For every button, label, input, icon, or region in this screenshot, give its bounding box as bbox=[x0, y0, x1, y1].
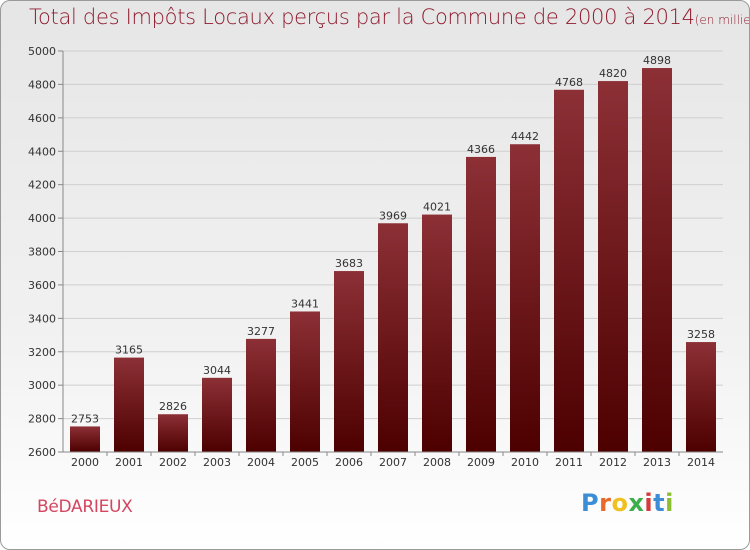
x-tick-label: 2014 bbox=[687, 456, 715, 469]
bar-2001 bbox=[114, 357, 144, 452]
x-tick-label: 2000 bbox=[71, 456, 99, 469]
chart-title-text: Total des Impôts Locaux perçus par la Co… bbox=[29, 5, 695, 29]
bar-2003 bbox=[202, 377, 232, 452]
commune-name: BéDARIEUX bbox=[37, 497, 133, 517]
x-tick-label: 2007 bbox=[379, 456, 407, 469]
bar-value-label: 3969 bbox=[379, 209, 407, 222]
logo-letter: t bbox=[653, 489, 666, 517]
bar-value-label: 4768 bbox=[555, 76, 583, 89]
bar-2000 bbox=[70, 426, 100, 452]
chart-title: Total des Impôts Locaux perçus par la Co… bbox=[29, 5, 750, 29]
bar-value-label: 4820 bbox=[599, 67, 627, 80]
x-tick-label: 2013 bbox=[643, 456, 671, 469]
y-tick-label: 2600 bbox=[28, 446, 56, 459]
proxiti-logo: Proxiti bbox=[581, 489, 674, 517]
bar-2009 bbox=[466, 156, 496, 452]
y-tick-label: 3400 bbox=[28, 312, 56, 325]
x-tick-label: 2012 bbox=[599, 456, 627, 469]
bar-value-label: 3441 bbox=[291, 297, 319, 310]
y-tick-label: 4000 bbox=[28, 212, 56, 225]
bar-value-label: 2753 bbox=[71, 412, 99, 425]
y-axis-ticks: 2600 2800 3000 3200 3400 3600 3800 4000 4200 4400… bbox=[28, 45, 63, 459]
bar-value-label: 3683 bbox=[335, 257, 363, 270]
x-tick-label: 2010 bbox=[511, 456, 539, 469]
bar-2007 bbox=[378, 223, 408, 452]
bar-2008 bbox=[422, 214, 452, 452]
x-tick-label: 2003 bbox=[203, 456, 231, 469]
logo-letter: o bbox=[611, 489, 629, 517]
bar-2012 bbox=[598, 81, 628, 452]
bar-2011 bbox=[554, 89, 584, 452]
bar-2005 bbox=[290, 311, 320, 452]
logo-letter: P bbox=[581, 489, 600, 517]
bar-2002 bbox=[158, 414, 188, 452]
x-axis-ticks: 2000 2001 2002 2003 2004 2005 2006 2007 2008 2009… bbox=[71, 452, 715, 469]
bar-2014 bbox=[686, 342, 716, 452]
bar-value-label: 4898 bbox=[643, 54, 671, 67]
logo-letter: r bbox=[599, 489, 612, 517]
bar-2004 bbox=[246, 338, 276, 452]
y-tick-label: 3800 bbox=[28, 246, 56, 259]
bar-value-label: 4442 bbox=[511, 130, 539, 143]
y-tick-label: 3600 bbox=[28, 279, 56, 292]
x-tick-label: 2011 bbox=[555, 456, 583, 469]
logo-letter: i bbox=[644, 489, 654, 517]
axes bbox=[62, 51, 723, 453]
y-tick-label: 3200 bbox=[28, 346, 56, 359]
y-tick-label: 4800 bbox=[28, 78, 56, 91]
y-tick-label: 4400 bbox=[28, 145, 56, 158]
bar-2013 bbox=[642, 68, 672, 452]
bar-2006 bbox=[334, 271, 364, 452]
bar-2010 bbox=[510, 144, 540, 453]
logo-letter: x bbox=[628, 489, 645, 517]
bar-value-label: 3165 bbox=[115, 344, 143, 357]
y-tick-label: 5000 bbox=[28, 45, 56, 58]
y-tick-label: 4600 bbox=[28, 112, 56, 125]
bar-value-label: 3277 bbox=[247, 325, 275, 338]
logo-letter: i bbox=[665, 489, 674, 517]
bar-value-label: 4366 bbox=[467, 143, 495, 156]
bar-value-label: 3044 bbox=[203, 364, 231, 377]
bar-value-label: 4021 bbox=[423, 201, 451, 214]
x-tick-label: 2009 bbox=[467, 456, 495, 469]
bars bbox=[70, 68, 716, 453]
y-tick-label: 3000 bbox=[28, 379, 56, 392]
x-tick-label: 2001 bbox=[115, 456, 143, 469]
bar-value-label: 3258 bbox=[687, 328, 715, 341]
y-tick-label: 2800 bbox=[28, 413, 56, 426]
x-tick-label: 2006 bbox=[335, 456, 363, 469]
bar-value-labels: 2753 3165 2826 3044 3277 3441 3683 3969 4021 4366… bbox=[71, 54, 715, 425]
y-tick-label: 4200 bbox=[28, 179, 56, 192]
x-tick-label: 2008 bbox=[423, 456, 451, 469]
x-tick-label: 2004 bbox=[247, 456, 275, 469]
x-tick-label: 2005 bbox=[291, 456, 319, 469]
chart-title-unit: (en milliers d'€) bbox=[694, 13, 750, 27]
bar-value-label: 2826 bbox=[159, 400, 187, 413]
x-tick-label: 2002 bbox=[159, 456, 187, 469]
